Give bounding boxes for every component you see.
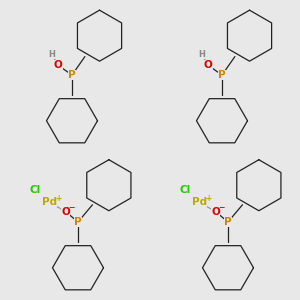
Text: P: P [68, 70, 76, 80]
Text: H: H [199, 50, 206, 59]
Text: −: − [68, 203, 75, 212]
Text: P: P [218, 70, 226, 80]
Text: +: + [205, 194, 211, 203]
Text: O: O [204, 60, 213, 70]
Text: P: P [224, 217, 232, 227]
Text: Cl: Cl [179, 185, 191, 195]
Text: Cl: Cl [29, 185, 40, 195]
Text: O: O [61, 207, 70, 217]
Text: −: − [218, 203, 225, 212]
Text: Pd: Pd [192, 197, 207, 207]
Text: Pd: Pd [42, 197, 57, 207]
Text: P: P [74, 217, 82, 227]
Text: O: O [211, 207, 220, 217]
Text: O: O [54, 60, 63, 70]
Text: +: + [55, 194, 61, 203]
Text: H: H [49, 50, 56, 59]
